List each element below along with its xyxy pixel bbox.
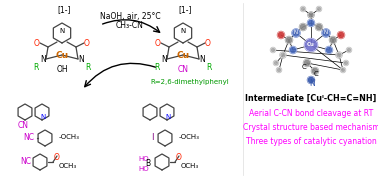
Text: N: N: [40, 114, 46, 120]
Text: O: O: [176, 153, 182, 161]
Circle shape: [338, 32, 344, 38]
Text: [1-]: [1-]: [178, 6, 192, 14]
Text: HO: HO: [139, 156, 149, 162]
Text: Three types of catalytic cyanation: Three types of catalytic cyanation: [246, 137, 376, 146]
Text: [1-]: [1-]: [57, 6, 71, 14]
Text: Cu: Cu: [307, 43, 315, 48]
Text: O: O: [54, 153, 60, 161]
Circle shape: [325, 46, 333, 54]
Circle shape: [316, 7, 322, 12]
Text: OCH₃: OCH₃: [59, 163, 77, 169]
Text: R: R: [85, 62, 91, 72]
Text: B: B: [146, 159, 150, 169]
Text: N: N: [59, 28, 65, 34]
Circle shape: [271, 48, 276, 53]
Text: N: N: [180, 28, 186, 34]
Circle shape: [311, 67, 319, 75]
Text: OCH₃: OCH₃: [181, 163, 199, 169]
Text: N: N: [294, 30, 298, 35]
Text: N: N: [40, 54, 46, 64]
Circle shape: [285, 36, 293, 43]
Circle shape: [336, 52, 342, 58]
Text: N: N: [166, 114, 170, 120]
Text: R=2,6-dimethylphenyl: R=2,6-dimethylphenyl: [150, 79, 229, 85]
Text: CH₃-CN: CH₃-CN: [116, 20, 144, 30]
Circle shape: [307, 77, 314, 83]
Circle shape: [280, 52, 286, 58]
Text: R: R: [206, 62, 212, 72]
Text: R: R: [154, 62, 160, 72]
Text: Cu: Cu: [177, 51, 189, 59]
Text: N: N: [309, 78, 315, 88]
Text: O: O: [84, 38, 90, 48]
Text: NC: NC: [20, 158, 31, 166]
Circle shape: [292, 29, 300, 37]
Text: C: C: [314, 71, 318, 77]
Circle shape: [276, 67, 282, 72]
Circle shape: [316, 23, 322, 30]
Circle shape: [274, 61, 279, 66]
Text: CN: CN: [17, 122, 28, 130]
Circle shape: [305, 38, 318, 51]
Text: R: R: [33, 62, 39, 72]
Text: C: C: [302, 64, 307, 70]
Text: Cu: Cu: [56, 51, 68, 59]
Text: O: O: [205, 38, 211, 48]
Text: O: O: [34, 38, 40, 48]
Text: O: O: [155, 38, 161, 48]
Circle shape: [277, 32, 285, 38]
Text: N: N: [161, 54, 167, 64]
Circle shape: [304, 59, 310, 67]
Circle shape: [347, 48, 352, 53]
Circle shape: [341, 67, 345, 72]
Text: NC: NC: [23, 134, 34, 143]
Circle shape: [344, 61, 349, 66]
Text: N: N: [324, 30, 328, 35]
Circle shape: [290, 46, 296, 54]
Circle shape: [299, 23, 307, 30]
Text: -OCH₃: -OCH₃: [179, 134, 200, 140]
Text: -OCH₃: -OCH₃: [59, 134, 80, 140]
Text: CN: CN: [178, 64, 189, 74]
Text: Intermediate [Cuᴵ-CH=C=NH]: Intermediate [Cuᴵ-CH=C=NH]: [245, 93, 377, 103]
Circle shape: [308, 12, 314, 18]
Text: OH: OH: [56, 64, 68, 74]
Text: Aerial C-CN bond cleavage at RT: Aerial C-CN bond cleavage at RT: [249, 109, 373, 119]
Circle shape: [307, 20, 314, 27]
Circle shape: [330, 36, 336, 43]
Text: Crystal structure based mechanism: Crystal structure based mechanism: [243, 124, 378, 132]
Circle shape: [301, 7, 305, 12]
Text: N: N: [78, 54, 84, 64]
Circle shape: [322, 29, 330, 37]
Text: N: N: [199, 54, 205, 64]
Text: I: I: [151, 134, 153, 143]
Text: NaOH, air, 25°C: NaOH, air, 25°C: [100, 12, 160, 20]
Text: HO: HO: [139, 166, 149, 172]
